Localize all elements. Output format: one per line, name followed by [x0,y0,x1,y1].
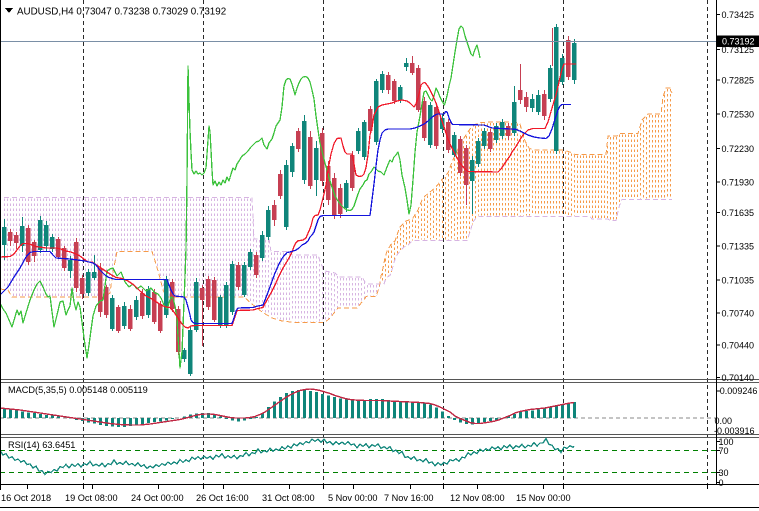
svg-text:0.71635: 0.71635 [722,208,755,218]
svg-text:0.70740: 0.70740 [722,308,755,318]
svg-text:-0.003916: -0.003916 [714,426,755,436]
svg-text:12 Nov 08:00: 12 Nov 08:00 [450,493,505,503]
svg-text:7 Nov 16:00: 7 Nov 16:00 [384,493,434,503]
svg-text:0.70440: 0.70440 [722,340,755,350]
svg-text:0.70140: 0.70140 [722,373,755,383]
svg-text:24 Oct 00:00: 24 Oct 00:00 [131,493,184,503]
svg-text:26 Oct 16:00: 26 Oct 16:00 [196,493,249,503]
svg-text:0.009246: 0.009246 [720,386,758,396]
svg-text:0.72825: 0.72825 [722,75,755,85]
svg-text:MACD(5,35,5) 0.005148 0.005119: MACD(5,35,5) 0.005148 0.005119 [8,385,148,395]
svg-text:31 Oct 08:00: 31 Oct 08:00 [262,493,315,503]
svg-text:0.73125: 0.73125 [722,45,755,55]
svg-text:0.72230: 0.72230 [722,144,755,154]
svg-text:0.72530: 0.72530 [722,109,755,119]
svg-text:0.71035: 0.71035 [722,275,755,285]
svg-text:RSI(14) 63.6451: RSI(14) 63.6451 [8,440,75,450]
svg-text:0: 0 [719,478,724,488]
svg-text:70: 70 [719,446,729,456]
svg-text:0.73192: 0.73192 [722,37,755,47]
svg-text:0.73425: 0.73425 [722,10,755,20]
svg-text:AUDUSD,H4 0.73047 0.73238 0.7: AUDUSD,H4 0.73047 0.73238 0.73029 0.7319… [17,7,226,18]
svg-text:5 Nov 00:00: 5 Nov 00:00 [328,493,378,503]
svg-text:19 Oct 08:00: 19 Oct 08:00 [65,493,118,503]
svg-text:0.00: 0.00 [715,416,733,426]
svg-text:0.71335: 0.71335 [722,241,755,251]
svg-text:0.71930: 0.71930 [722,177,755,187]
svg-text:15 Nov 00:00: 15 Nov 00:00 [516,493,571,503]
svg-text:30: 30 [719,468,729,478]
svg-text:16 Oct 2018: 16 Oct 2018 [1,493,51,503]
svg-text:100: 100 [719,437,734,447]
